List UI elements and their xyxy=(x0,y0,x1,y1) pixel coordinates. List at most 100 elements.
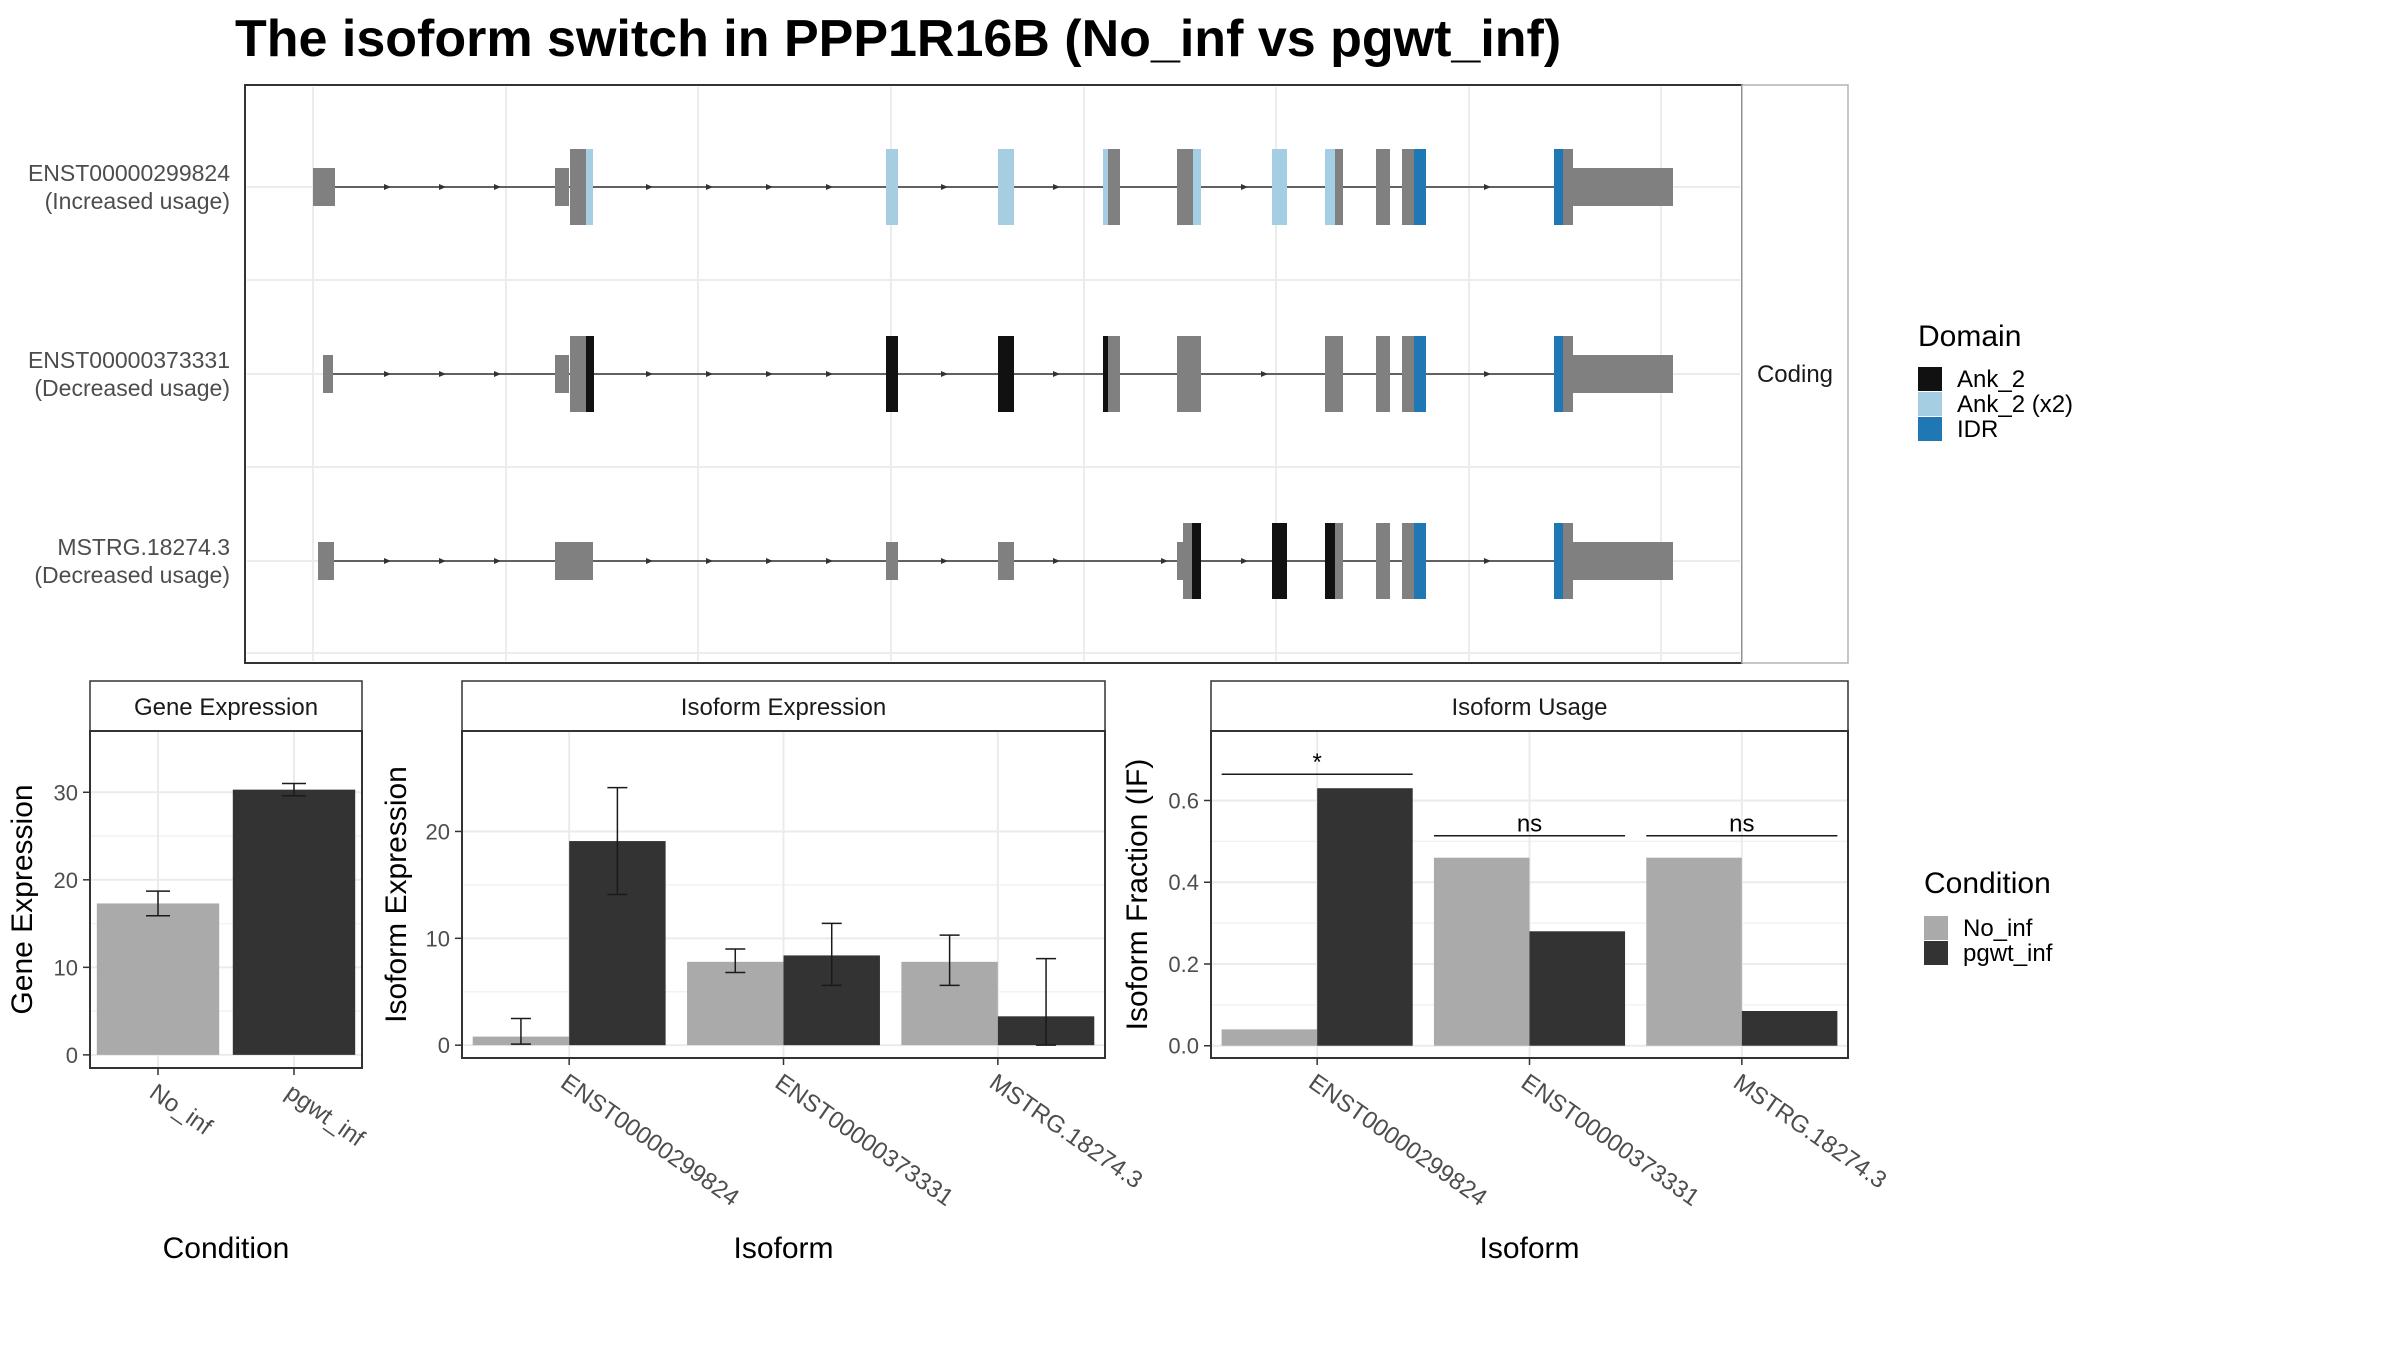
intron-arrow xyxy=(439,558,446,564)
domain-legend-label: Ank_2 xyxy=(1957,366,2025,393)
bar xyxy=(1317,788,1413,1046)
utr-exon xyxy=(555,542,593,580)
transcript-rows: ENST00000299824(Increased usage) ENST0000… xyxy=(28,149,1673,599)
figure-title: The isoform switch in PPP1R16B (No_inf v… xyxy=(235,10,1561,68)
domain-legend-title: Domain xyxy=(1918,320,2021,353)
utr-exon xyxy=(1573,355,1673,393)
y-axis-title: Isoform Fraction (IF) xyxy=(1121,759,1154,1031)
chart-1: Gene Expression 0 10 20 30 No_inf pgwt_inf Cond… xyxy=(6,680,370,1265)
x-tick-label: pgwt_inf xyxy=(281,1079,370,1153)
panel-border xyxy=(89,730,363,1069)
coding-exon xyxy=(886,336,898,412)
utr-exon xyxy=(1177,542,1183,580)
intron-arrow xyxy=(1053,184,1060,190)
intron-arrow xyxy=(1241,184,1248,190)
y-tick-label: 10 xyxy=(54,955,78,980)
utr-exon xyxy=(555,168,569,206)
utr-exon xyxy=(1573,542,1673,580)
facet-label: Coding xyxy=(1757,361,1833,388)
intron-arrow xyxy=(1241,558,1248,564)
domain-legend-label: Ank_2 (x2) xyxy=(1957,391,2073,418)
coding-exon xyxy=(1325,336,1343,412)
bar xyxy=(1646,857,1742,1046)
intron-arrow xyxy=(384,184,391,190)
coding-exon xyxy=(1376,336,1390,412)
panel-title: Isoform Expression xyxy=(681,694,886,721)
coding-exon xyxy=(1193,149,1201,225)
transcript-usage-label: (Increased usage) xyxy=(45,188,230,214)
coding-exon xyxy=(1563,149,1573,225)
expression-charts: Gene Expression 0 10 20 30 No_inf pgwt_inf Cond… xyxy=(6,680,1891,1265)
coding-exon xyxy=(1554,336,1563,412)
x-tick-label: ENST00000373331 xyxy=(770,1069,958,1212)
coding-exon xyxy=(1414,336,1426,412)
facet-strip xyxy=(89,680,363,732)
utr-exon xyxy=(555,355,569,393)
transcript-structure-panel: ENST00000299824(Increased usage) ENST0000… xyxy=(28,84,1849,664)
y-tick-label: 0 xyxy=(66,1043,78,1068)
transcript-row: ENST00000373331(Decreased usage) xyxy=(28,336,1673,412)
condition-legend-swatch xyxy=(1924,941,1948,965)
coding-exon xyxy=(1376,523,1390,599)
y-tick-label: 30 xyxy=(54,780,78,805)
intron-arrow xyxy=(439,371,446,377)
domain-legend-swatch xyxy=(1918,392,1942,416)
intron-arrow xyxy=(646,558,653,564)
coding-exon xyxy=(1183,523,1192,599)
x-axis-title: Condition xyxy=(163,1232,290,1265)
transcript-id-label: ENST00000373331 xyxy=(28,347,230,373)
coding-exon xyxy=(1335,523,1343,599)
coding-exon xyxy=(1177,149,1193,225)
condition-legend-label: No_inf xyxy=(1963,915,2033,942)
coding-exon xyxy=(1335,149,1343,225)
y-tick-label: 20 xyxy=(54,868,78,893)
bar xyxy=(687,961,784,1046)
coding-exon xyxy=(586,336,594,412)
significance-label: ns xyxy=(1517,811,1542,838)
significance-label: * xyxy=(1312,749,1321,776)
coding-exon xyxy=(1402,336,1414,412)
utr-exon xyxy=(318,542,334,580)
bar xyxy=(96,903,220,1055)
intron-arrow xyxy=(1484,184,1491,190)
intron-arrow xyxy=(494,184,501,190)
y-axis-title: Isoform Expression xyxy=(380,766,413,1023)
condition-legend-swatch xyxy=(1924,916,1948,940)
coding-exon xyxy=(1402,149,1414,225)
bar xyxy=(232,789,356,1055)
intron-arrow xyxy=(1053,558,1060,564)
coding-exon xyxy=(1272,149,1287,225)
y-axis-title: Gene Expression xyxy=(6,784,39,1014)
intron-arrow xyxy=(706,184,713,190)
intron-arrow xyxy=(706,558,713,564)
intron-arrow xyxy=(1484,558,1491,564)
y-tick-label: 0.2 xyxy=(1168,952,1199,977)
intron-arrow xyxy=(941,371,948,377)
y-tick-label: 0 xyxy=(438,1033,450,1058)
intron-arrow xyxy=(1053,371,1060,377)
bar xyxy=(1741,1010,1838,1046)
intron-arrow xyxy=(1261,371,1268,377)
intron-arrow xyxy=(1484,371,1491,377)
intron-arrow xyxy=(494,371,501,377)
x-tick-label: ENST00000373331 xyxy=(1516,1069,1704,1212)
intron-arrow xyxy=(1161,558,1168,564)
condition-legend-title: Condition xyxy=(1924,867,2051,900)
coding-exon xyxy=(570,336,586,412)
x-tick-label: MSTRG.18274.3 xyxy=(984,1069,1147,1194)
intron-arrow xyxy=(766,558,773,564)
facet-strip xyxy=(1210,680,1849,732)
coding-exon xyxy=(1272,523,1287,599)
coding-exon xyxy=(998,336,1014,412)
coding-exon xyxy=(1103,149,1108,225)
utr-exon xyxy=(998,542,1014,580)
coding-exon xyxy=(1108,336,1120,412)
domain-legend-swatch xyxy=(1918,417,1942,441)
chart-2: Isoform Expression 0 10 20 ENST00000299824 EN… xyxy=(380,680,1147,1265)
domain-legend-label: IDR xyxy=(1957,416,1998,443)
coding-exon xyxy=(998,149,1014,225)
transcript-id-label: ENST00000299824 xyxy=(28,160,230,186)
bar xyxy=(1433,857,1530,1046)
